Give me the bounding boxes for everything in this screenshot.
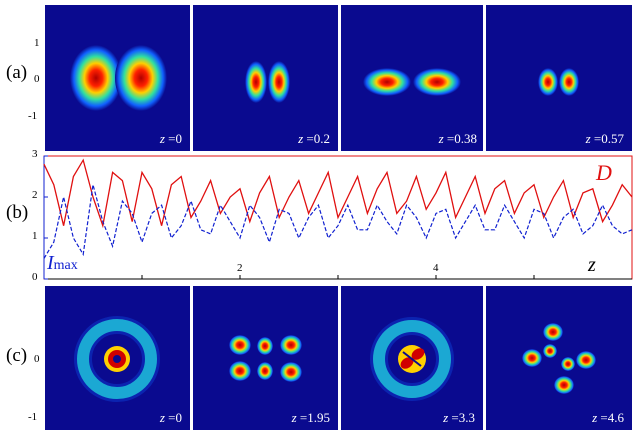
legend-Imax: Imax (47, 252, 78, 274)
ytick-3: 3 (32, 148, 38, 160)
x-axis-label: z (588, 254, 596, 276)
xtick-2: 2 (237, 262, 243, 274)
intensity-pattern-a1 (70, 45, 167, 111)
intensity-pattern-a3 (363, 68, 461, 96)
panel-a-4: z =0.57 (486, 5, 632, 151)
intensity-pattern-a4 (538, 68, 579, 96)
legend-D: D (596, 160, 612, 185)
z-label-a4: z =0.57 (585, 131, 624, 146)
row-c-ytick-0: 0 (34, 353, 40, 365)
panel-a-2: z =0.2 (193, 5, 338, 151)
intensity-pattern-c2 (229, 335, 302, 382)
z-label-a2: z =0.2 (298, 131, 330, 146)
intensity-pattern-c3 (370, 317, 454, 401)
z-label-c1: z =0 (159, 410, 182, 425)
intensity-pattern-c4 (522, 323, 596, 394)
intensity-pattern-a2 (245, 61, 290, 103)
panel-c-3: z =3.3 (341, 286, 483, 430)
row-a-ytick-m1: -1 (28, 110, 38, 122)
legend-Imax-sub: max (53, 258, 78, 273)
panel-c-4: z =4.6 (486, 286, 632, 430)
panel-c-1: z =0 (45, 286, 190, 430)
z-label-c4: z =4.6 (592, 410, 624, 425)
series-Imax-line (43, 184, 633, 259)
z-label-c2: z =1.95 (291, 410, 330, 425)
chart-plot (43, 155, 633, 280)
panel-a-3: z =0.38 (341, 5, 483, 151)
row-b-label: (b) (6, 202, 29, 223)
panel-a-1: z =0 (45, 5, 190, 151)
ytick-0: 0 (32, 271, 38, 283)
z-label-a1: z =0 (159, 131, 182, 146)
series-D-line (43, 158, 633, 229)
row-a-label: (a) (6, 62, 28, 83)
ytick-2: 2 (32, 189, 38, 201)
intensity-pattern-c1 (74, 316, 160, 402)
row-a-ytick-1: 1 (34, 37, 40, 49)
ytick-1: 1 (32, 230, 38, 242)
row-a-ytick-0: 0 (34, 73, 40, 85)
line-chart: 3 2 1 0 2 4 D Imax z (32, 148, 634, 283)
z-label-a3: z =0.38 (438, 131, 477, 146)
xtick-4: 4 (433, 262, 439, 274)
row-c-label: (c) (6, 345, 28, 366)
row-c-ytick-m1: -1 (28, 411, 38, 423)
z-label-c3: z =3.3 (443, 410, 475, 425)
panel-c-2: z =1.95 (193, 286, 338, 430)
